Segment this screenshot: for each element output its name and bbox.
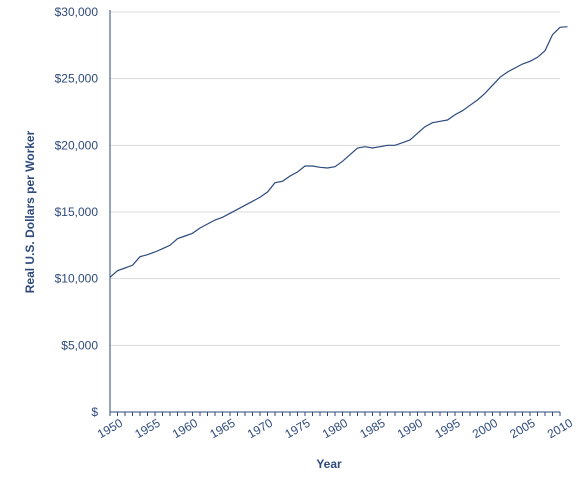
y-axis-title: Real U.S. Dollars per Worker — [23, 130, 37, 293]
x-tick-label: 1960 — [170, 416, 200, 442]
series-layer — [109, 26, 568, 278]
axes — [109, 10, 561, 416]
x-tick-label: 1985 — [357, 416, 387, 442]
y-tick-label: $15,000 — [55, 205, 99, 219]
x-tick-label: 1950 — [95, 416, 125, 442]
x-tick-label: 1980 — [320, 416, 350, 442]
x-tick-label: 1965 — [207, 416, 237, 442]
x-axis-title: Year — [316, 457, 342, 471]
y-tick-label: $5,000 — [61, 338, 98, 352]
y-tick-label: $20,000 — [55, 138, 99, 152]
gridlines — [110, 11, 560, 346]
y-tick-labels: $ $5,000 $10,000 $15,000 $20,000 $25,000 $30,0… — [55, 5, 99, 419]
series-line — [109, 26, 568, 278]
y-tick-label: $10,000 — [55, 272, 99, 286]
x-tick-label: 2010 — [545, 416, 575, 442]
y-tick-label: $30,000 — [55, 5, 99, 19]
y-tick-label: $ — [91, 405, 98, 419]
x-tick-label: 1995 — [432, 416, 462, 442]
x-tick-labels: 1950 1955 1960 1965 1970 1975 1980 1985 1990 1995… — [95, 416, 575, 442]
x-tick-label: 1975 — [282, 416, 312, 442]
x-tick-label: 1970 — [245, 416, 275, 442]
x-tick-label: 1955 — [132, 416, 162, 442]
x-tick-label: 1990 — [395, 416, 425, 442]
x-tick-label: 2005 — [507, 416, 537, 442]
x-tick-label: 2000 — [470, 416, 500, 442]
y-tick-label: $25,000 — [55, 72, 99, 86]
